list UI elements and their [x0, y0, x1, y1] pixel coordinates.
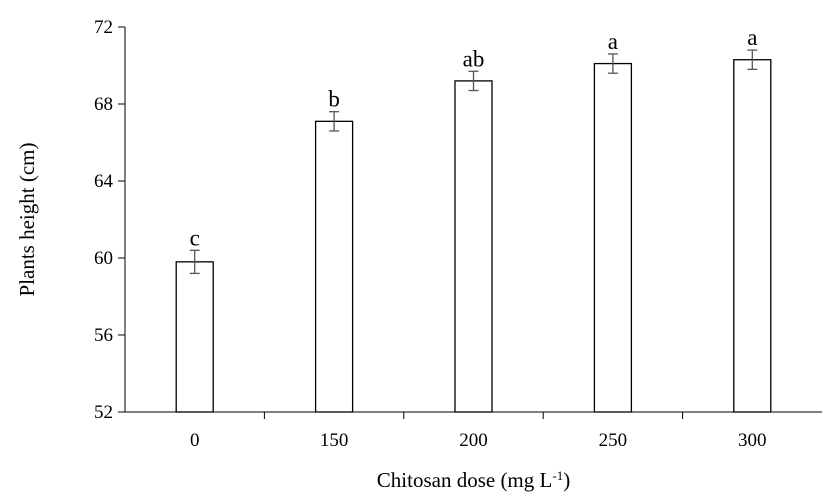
- x-tick-label-150: 150: [320, 430, 349, 451]
- x-axis-title-end: ): [563, 468, 570, 492]
- error-bar-200: [468, 70, 479, 92]
- error-bar-250: [607, 53, 618, 74]
- significance-label-250: a: [608, 29, 618, 54]
- x-axis-title-main: Chitosan dose (mg L: [377, 468, 553, 492]
- bar-150: [314, 120, 354, 413]
- error-bar-150: [329, 111, 340, 132]
- y-tick-label: 72: [94, 17, 113, 38]
- significance-labels: c b ab a a: [190, 25, 758, 250]
- bar-300: [733, 59, 772, 413]
- y-tick-label: 52: [94, 402, 113, 423]
- x-tick-label-200: 200: [459, 430, 488, 451]
- significance-label-300: a: [747, 25, 757, 50]
- x-tick-label-250: 250: [599, 430, 628, 451]
- x-axis-ticks: 0 150 200 250 300: [190, 412, 767, 451]
- x-axis-title-superscript: -1: [552, 468, 563, 483]
- error-bars: [189, 49, 758, 275]
- error-bar-0: [189, 249, 200, 275]
- x-tick-label-300: 300: [738, 430, 767, 451]
- y-axis-ticks: 52 56 60 64 68 72: [94, 17, 125, 423]
- significance-label-200: ab: [463, 46, 485, 71]
- x-axis-title: Chitosan dose (mg L-1): [377, 468, 570, 493]
- y-tick-label: 60: [94, 248, 113, 269]
- y-tick-label: 68: [94, 94, 113, 115]
- y-axis-title: Plants height (cm): [15, 143, 39, 297]
- y-tick-label: 56: [94, 325, 113, 346]
- error-bar-300: [747, 49, 758, 70]
- bar-0: [175, 261, 214, 413]
- bar-250: [593, 62, 633, 413]
- y-tick-label: 64: [94, 171, 114, 192]
- significance-label-0: c: [190, 225, 200, 250]
- bar-200: [454, 80, 493, 413]
- bars: [175, 59, 772, 413]
- x-tick-label-0: 0: [190, 430, 200, 451]
- significance-label-150: b: [328, 87, 340, 112]
